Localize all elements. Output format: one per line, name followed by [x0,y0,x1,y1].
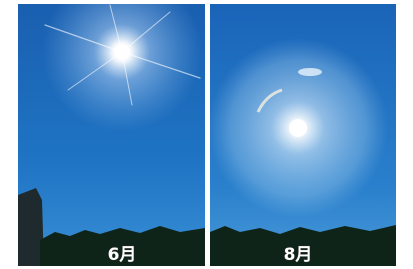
page: 6月 8月 (() => { const data = JSON.parse(d… [0,0,413,269]
august-label: 8月 [284,245,313,265]
photo-pair: 6月 8月 [0,0,413,269]
june-label: 6月 [108,245,137,265]
june-photo [18,0,205,266]
august-photo [208,4,396,266]
